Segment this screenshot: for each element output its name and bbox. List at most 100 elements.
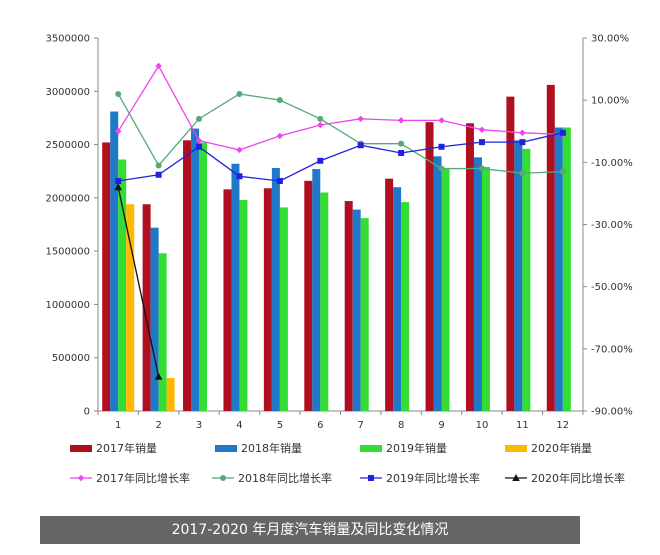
x-axis-tick-label: 11 — [516, 420, 529, 431]
legend-swatch — [505, 445, 527, 452]
point-2017年同比增长率 — [155, 62, 162, 70]
bar-2018年销量 — [150, 227, 159, 411]
bar-2019年销量 — [199, 142, 208, 411]
point-2020年同比增长率 — [114, 183, 123, 191]
x-axis-tick-label: 3 — [196, 420, 202, 431]
bar-2019年销量 — [562, 127, 571, 412]
point-2018年同比增长率 — [317, 115, 324, 122]
x-axis-tick-label: 12 — [556, 420, 569, 431]
legend-label: 2020年同比增长率 — [531, 471, 625, 485]
point-2018年同比增长率 — [478, 165, 485, 172]
point-2017年同比增长率 — [397, 117, 405, 124]
legend-label: 2019年销量 — [386, 441, 447, 455]
x-axis-tick-label: 10 — [476, 420, 489, 431]
bar-2018年销量 — [231, 163, 240, 411]
left-axis-tick-label: 2000000 — [45, 193, 90, 204]
bar-2017年销量 — [385, 178, 394, 411]
point-2019年同比增长率 — [559, 129, 566, 136]
bar-2017年销量 — [344, 201, 353, 411]
point-2017年同比增长率 — [317, 121, 324, 129]
bar-2017年销量 — [183, 140, 192, 411]
bar-2019年销量 — [522, 148, 531, 411]
point-2018年同比增长率 — [236, 90, 243, 97]
line-2018年同比增长率 — [117, 93, 563, 174]
bar-2019年销量 — [401, 202, 410, 411]
bar-2019年销量 — [239, 199, 248, 411]
bar-2018年销量 — [473, 157, 482, 411]
bars-layer — [102, 84, 571, 412]
chart-svg: 0 500000 1000000 1500000 2000000 2500000 30000… — [45, 34, 632, 486]
bar-2020年销量 — [126, 204, 135, 411]
lines-layer — [114, 62, 566, 380]
bar-2017年销量 — [102, 142, 111, 411]
point-2017年同比增长率 — [478, 126, 486, 133]
legend-swatch — [360, 445, 382, 452]
right-axis-tick-label: -90.00% — [591, 407, 633, 418]
bar-2018年销量 — [393, 187, 402, 411]
point-2018年同比增长率 — [115, 90, 122, 97]
left-axis-tick-label: 500000 — [52, 353, 90, 364]
line-2020年同比增长率 — [117, 187, 160, 377]
right-axis-tick-label: -10.00% — [591, 158, 633, 169]
right-axis-tick-label: -70.00% — [591, 344, 633, 355]
bar-2018年销量 — [433, 156, 442, 411]
point-2019年同比增长率 — [155, 171, 162, 178]
left-axis-tick-label: 1000000 — [45, 300, 90, 311]
bar-2018年销量 — [271, 168, 280, 411]
legend-label: 2019年同比增长率 — [386, 471, 480, 485]
x-axis-tick-label: 4 — [236, 420, 242, 431]
bar-2019年销量 — [118, 159, 127, 411]
point-2017年同比增长率 — [195, 137, 203, 144]
point-2018年同比增长率 — [155, 162, 162, 169]
bar-2018年销量 — [312, 169, 321, 411]
point-2017年同比增长率 — [276, 132, 284, 140]
bar-2019年销量 — [320, 192, 329, 411]
point-2017年同比增长率 — [438, 117, 445, 124]
point-2018年同比增长率 — [398, 140, 405, 147]
bar-2018年销量 — [514, 140, 523, 411]
bar-2018年销量 — [352, 209, 361, 411]
x-axis-tick-label: 7 — [358, 420, 364, 431]
point-2019年同比增长率 — [478, 139, 485, 146]
point-2018年同比增长率 — [196, 115, 203, 122]
right-axis-tick-label: 30.00% — [591, 34, 629, 45]
right-axis-tick-label: -30.00% — [591, 220, 633, 231]
axes-layer: 0 500000 1000000 1500000 2000000 2500000 30000… — [45, 34, 632, 432]
bar-2017年销量 — [425, 122, 434, 411]
right-axis-tick-label: 10.00% — [591, 96, 629, 107]
legend-layer: 2017年销量 2018年销量 2019年销量 2020年销量 2017年同比增长率 20… — [70, 441, 625, 485]
point-2018年同比增长率 — [276, 97, 283, 104]
legend-label: 2017年同比增长率 — [96, 471, 190, 485]
point-2019年同比增长率 — [438, 143, 445, 150]
point-2019年同比增长率 — [115, 177, 122, 184]
line-2019年同比增长率 — [118, 132, 563, 182]
point-2018年同比增长率 — [559, 168, 566, 175]
bar-2017年销量 — [506, 96, 515, 411]
point-2019年同比增长率 — [236, 173, 243, 180]
bar-2017年销量 — [465, 123, 474, 411]
bar-2018年销量 — [554, 127, 563, 412]
legend-marker — [220, 475, 226, 481]
point-2017年同比增长率 — [519, 129, 526, 137]
point-2019年同比增长率 — [196, 143, 203, 150]
bar-2019年销量 — [481, 166, 490, 411]
point-2018年同比增长率 — [438, 165, 445, 172]
legend-marker — [368, 475, 374, 481]
point-2019年同比增长率 — [357, 142, 364, 149]
line-2017年同比增长率 — [117, 64, 563, 151]
left-axis-tick-label: 1500000 — [45, 247, 90, 258]
point-2017年同比增长率 — [115, 128, 122, 135]
left-axis-tick-label: 2500000 — [45, 140, 90, 151]
bar-2019年销量 — [158, 253, 167, 411]
legend-label: 2018年同比增长率 — [238, 471, 332, 485]
x-axis-tick-label: 8 — [398, 420, 404, 431]
chart-title: 2017-2020 年月度汽车销量及同比变化情况 — [40, 516, 580, 544]
legend-swatch — [215, 445, 237, 452]
bar-2018年销量 — [191, 128, 200, 412]
point-2017年同比增长率 — [357, 115, 364, 123]
point-2019年同比增长率 — [276, 177, 283, 184]
point-2018年同比增长率 — [519, 170, 526, 177]
legend-marker — [77, 474, 85, 482]
legend-swatch — [70, 445, 92, 452]
point-2020年同比增长率 — [154, 372, 163, 380]
